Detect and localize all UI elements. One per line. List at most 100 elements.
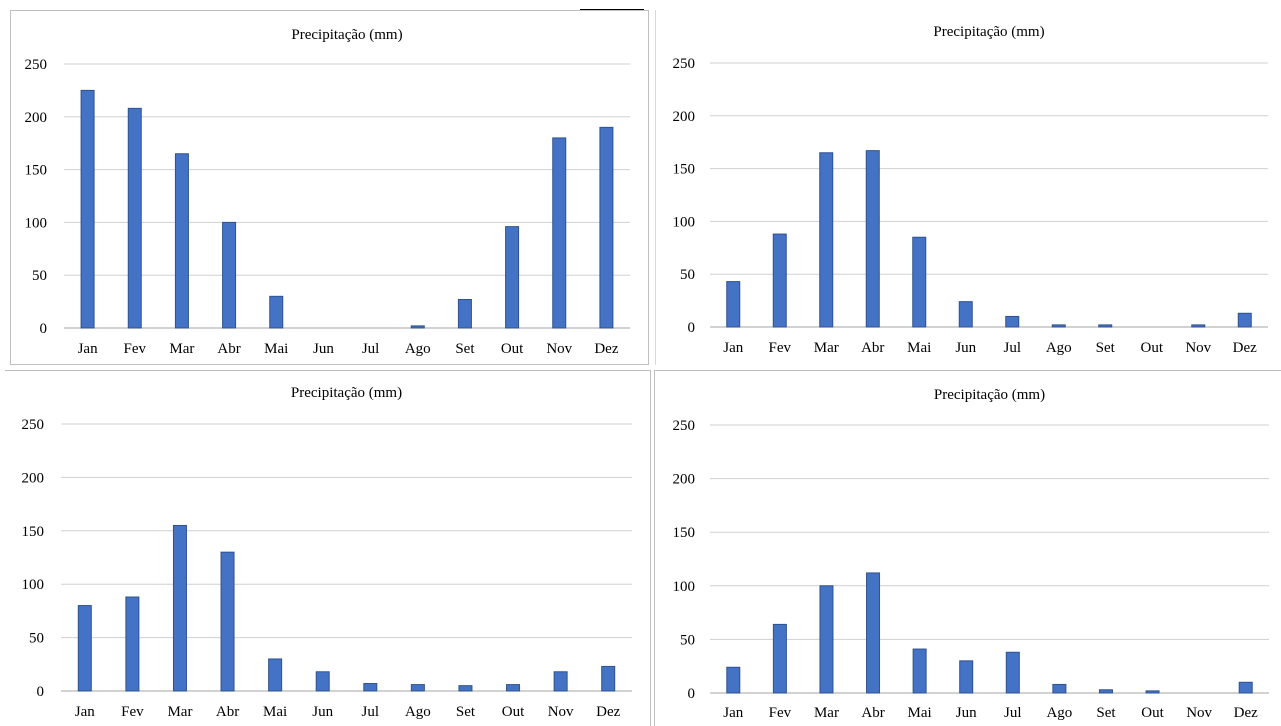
bar xyxy=(410,325,425,329)
bar xyxy=(363,683,378,692)
y-tick-label: 250 xyxy=(673,56,696,72)
x-tick-label: Fev xyxy=(121,704,144,720)
bar xyxy=(505,226,520,329)
y-tick-label: 100 xyxy=(673,579,696,595)
x-tick-label: Mai xyxy=(263,704,287,720)
bar xyxy=(552,137,567,329)
chart-title: Precipitação (mm) xyxy=(291,385,402,401)
bar xyxy=(912,236,927,328)
x-tick-label: Mai xyxy=(908,705,932,721)
x-tick-label: Jan xyxy=(78,341,98,357)
bar xyxy=(601,665,616,692)
y-tick-label: 150 xyxy=(673,162,696,178)
x-tick-label: Set xyxy=(1096,340,1116,356)
x-tick-label: Out xyxy=(502,704,525,720)
bar xyxy=(172,524,187,692)
x-tick-label: Out xyxy=(501,341,524,357)
y-tick-label: 250 xyxy=(25,57,48,73)
y-tick-label: 150 xyxy=(673,525,696,541)
x-tick-label: Jul xyxy=(362,341,380,357)
y-tick-label: 0 xyxy=(40,321,48,337)
x-tick-label: Nov xyxy=(546,341,572,357)
y-tick-label: 250 xyxy=(22,417,45,433)
chart-panel-bottom-left: Precipitação (mm) 0 50 100 150 200 250 Jan Fev Ma… xyxy=(5,370,651,726)
bar xyxy=(125,596,140,692)
bar xyxy=(1052,683,1067,694)
x-tick-label: Ago xyxy=(405,341,431,357)
chart-title: Precipitação (mm) xyxy=(934,387,1045,403)
bar xyxy=(127,107,142,329)
x-tick-label: Abr xyxy=(861,705,884,721)
x-tick-label: Dez xyxy=(1234,705,1258,721)
bar xyxy=(819,585,834,694)
bar xyxy=(457,298,472,329)
x-tick-label: Mar xyxy=(814,705,839,721)
y-tick-label: 100 xyxy=(25,215,48,231)
x-tick-label: Abr xyxy=(217,341,240,357)
y-tick-label: 50 xyxy=(680,632,695,648)
x-tick-label: Jun xyxy=(312,704,333,720)
x-tick-label: Jun xyxy=(955,340,976,356)
bar xyxy=(959,660,974,694)
y-tick-label: 0 xyxy=(688,686,696,702)
x-tick-label: Jan xyxy=(75,704,95,720)
bar xyxy=(599,126,614,329)
x-tick-label: Dez xyxy=(596,704,620,720)
x-tick-label: Fev xyxy=(769,340,792,356)
x-tick-label: Set xyxy=(456,704,476,720)
x-tick-label: Ago xyxy=(1046,705,1072,721)
x-tick-label: Mar xyxy=(169,341,194,357)
y-tick-label: 200 xyxy=(22,470,45,486)
chart-panel-top-left: Precipitação (mm) 0 50 100 150 200 250 Jan Fev Ma… xyxy=(10,10,649,365)
bar xyxy=(726,281,741,328)
x-tick-label: Out xyxy=(1141,705,1164,721)
chart-svg: Precipitação (mm) 0 50 100 150 200 250 Jan Fev Ma… xyxy=(673,387,1269,721)
x-tick-label: Set xyxy=(455,341,475,357)
y-tick-label: 100 xyxy=(22,577,45,593)
bar xyxy=(772,623,787,694)
chart-svg: Precipitação (mm) 0 50 100 150 200 250 Jan Fev Ma… xyxy=(25,27,630,357)
bar xyxy=(269,295,284,329)
bar xyxy=(80,89,95,329)
x-tick-label: Fev xyxy=(124,341,147,357)
bar xyxy=(1051,324,1066,328)
bar xyxy=(1237,312,1252,328)
bar xyxy=(1005,651,1020,694)
bar xyxy=(315,671,330,692)
x-tick-label: Dez xyxy=(594,341,618,357)
x-tick-label: Jun xyxy=(956,705,977,721)
chart-panel-bottom-right: Precipitação (mm) 0 50 100 150 200 250 Jan Fev Ma… xyxy=(654,370,1281,726)
y-tick-label: 150 xyxy=(22,524,45,540)
x-tick-label: Out xyxy=(1141,340,1164,356)
x-tick-label: Jan xyxy=(723,705,743,721)
bar xyxy=(865,150,880,328)
bar xyxy=(553,671,568,692)
x-tick-label: Mai xyxy=(907,340,931,356)
y-tick-label: 50 xyxy=(680,267,695,283)
bar xyxy=(1145,690,1160,694)
x-tick-label: Nov xyxy=(548,704,574,720)
y-tick-label: 50 xyxy=(29,631,44,647)
x-tick-label: Jul xyxy=(1003,340,1021,356)
bar xyxy=(268,658,283,692)
chart-panel-top-right: Precipitação (mm) 0 50 100 150 200 250 Jan Fev Ma… xyxy=(655,10,1281,365)
x-tick-label: Jul xyxy=(362,704,380,720)
y-tick-label: 200 xyxy=(25,110,48,126)
bar xyxy=(1005,315,1020,328)
y-tick-label: 200 xyxy=(673,472,696,488)
bar xyxy=(726,666,741,694)
y-tick-label: 150 xyxy=(25,163,48,179)
bar xyxy=(1191,324,1206,328)
bar xyxy=(174,153,189,329)
bar xyxy=(819,152,834,328)
bar xyxy=(866,572,881,694)
bar xyxy=(220,551,235,692)
x-tick-label: Fev xyxy=(769,705,792,721)
bar xyxy=(410,684,425,692)
bar xyxy=(222,221,237,329)
x-tick-label: Dez xyxy=(1233,340,1257,356)
bar xyxy=(1238,681,1253,694)
bar xyxy=(958,301,973,328)
x-tick-label: Nov xyxy=(1186,705,1212,721)
x-tick-label: Mai xyxy=(264,341,288,357)
